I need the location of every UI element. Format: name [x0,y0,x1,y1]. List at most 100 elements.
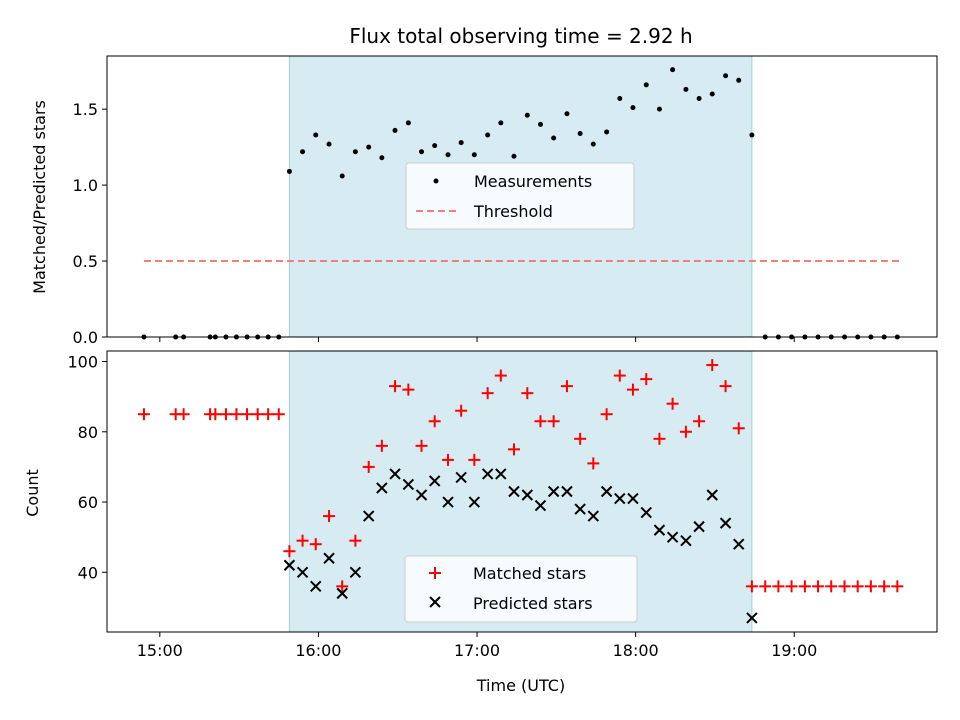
point-predicted-stars [455,471,467,484]
point-predicted-stars [521,489,534,501]
legend-counts: Matched stars Predicted stars [404,555,638,623]
x-stroke-b [283,559,296,571]
point-predicted-stars [376,482,388,494]
y-tick-label-count: 100 [67,353,98,372]
point-predicted-stars [296,566,309,578]
point-predicted-stars [587,510,600,522]
legend-ratio: Measurements Threshold [405,162,635,230]
x-stroke-b [508,485,520,498]
x-stroke-b [415,489,428,501]
point-predicted-stars [653,524,666,536]
point-measurements [630,105,636,111]
point-matched-stars [272,408,285,421]
x-stroke-b [495,468,507,480]
point-measurements [617,96,623,102]
point-matched-stars [375,439,388,452]
point-measurements [670,67,676,73]
legend-label-measurements: Measurements [474,172,592,191]
point-predicted-stars [323,552,335,564]
point-measurements [485,132,491,138]
point-matched-stars [296,534,309,547]
point-measurements [471,152,477,158]
point-matched-stars [666,397,679,410]
point-matched-stars [587,457,600,470]
x-stroke-b [653,524,666,536]
y-tick-label-ratio: 0.0 [73,328,98,347]
panel-ratio: Flux total observing time = 2.92 h 0.0 0.… [30,24,938,347]
point-measurements [643,82,649,88]
x-stroke-b [362,510,375,522]
point-measurements [339,173,345,179]
point-predicted-stars [310,580,322,593]
point-predicted-stars [481,468,494,480]
point-matched-stars [693,415,706,428]
x-stroke-b [706,489,718,501]
x-stroke-b [587,510,600,522]
y-axis-label-ratio: Matched/Predicted stars [30,100,49,294]
point-matched-stars [209,408,222,421]
point-predicted-stars [614,492,626,505]
point-matched-stars [219,408,232,421]
x-stroke-b [680,534,692,547]
x-stroke-b [547,485,560,498]
point-measurements [352,149,358,155]
point-predicted-stars [640,506,652,519]
point-matched-stars [481,387,494,400]
x-stroke-b [428,475,441,487]
point-measurements [286,168,292,174]
point-matched-stars [251,408,264,421]
point-matched-stars [534,415,547,428]
point-measurements [392,127,398,133]
point-predicted-stars [547,485,560,498]
x-stroke-b [455,471,467,484]
point-matched-stars [732,422,745,435]
y-axis-label-count: Count [23,469,42,517]
point-predicted-stars [719,517,732,529]
y-tick-label-ratio: 1.0 [73,176,98,195]
point-measurements [551,135,557,141]
point-predicted-stars [468,496,481,508]
point-measurements [326,141,332,147]
point-predicted-stars [349,566,362,578]
point-predicted-stars [442,496,454,508]
point-predicted-stars [746,612,758,624]
y-tick-label-ratio: 0.5 [73,252,98,271]
point-measurements [524,112,530,118]
point-matched-stars [825,580,838,593]
x-stroke-b [746,612,758,624]
point-measurements [577,130,583,136]
legend-marker-predicted [429,596,441,608]
point-matched-stars [442,453,455,466]
x-stroke-b [614,492,626,505]
point-matched-stars [177,408,190,421]
point-matched-stars [137,408,150,421]
x-stroke-b [666,531,679,543]
x-stroke-b [481,468,494,480]
point-predicted-stars [415,489,428,501]
point-predicted-stars [534,499,547,512]
point-matched-stars [891,580,904,593]
point-matched-stars [455,404,468,417]
point-matched-stars [600,408,613,421]
point-predicted-stars [428,475,441,487]
point-predicted-stars [508,485,520,498]
point-measurements [683,86,689,92]
point-matched-stars [719,380,732,393]
point-predicted-stars [733,538,745,550]
x-stroke-b [600,485,613,498]
point-measurements [696,96,702,102]
point-predicted-stars [666,531,679,543]
point-matched-stars [574,432,587,445]
point-matched-stars [241,408,254,421]
point-measurements [511,153,517,159]
legend-box [404,555,638,623]
point-predicted-stars [495,468,507,480]
point-matched-stars [706,359,719,372]
x-stroke-b [693,520,705,533]
legend-label-predicted: Predicted stars [473,594,593,613]
x-stroke-b [627,492,639,505]
point-measurements [458,140,464,146]
chart-title: Flux total observing time = 2.92 h [349,24,692,48]
x-stroke-b [442,496,454,508]
